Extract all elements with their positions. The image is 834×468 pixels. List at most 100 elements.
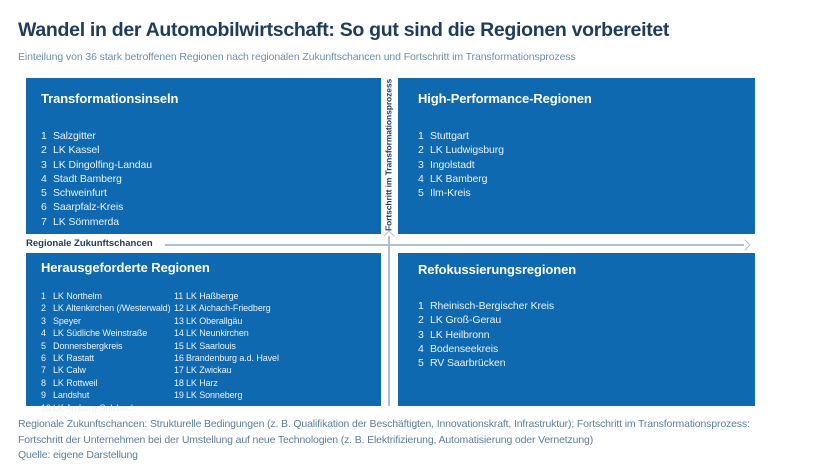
region-number: 3 xyxy=(41,158,47,171)
region-number: 5 xyxy=(41,340,46,351)
region-list-item: 4 Bodenseekreis xyxy=(418,342,755,356)
region-list-item: 5 RV Saarbrücken xyxy=(418,356,755,370)
quadrant-title: Transformationsinseln xyxy=(41,91,179,106)
region-number: 1 xyxy=(418,130,424,142)
region-list: 1 Rheinisch-Bergischer Kreis 2 LK Groß-Gera… xyxy=(418,299,755,370)
region-name: LK Oberallgäu xyxy=(186,315,243,326)
region-name: LK Rastatt xyxy=(53,353,95,364)
region-number: 5 xyxy=(418,357,424,370)
region-name: Stadt Bamberg xyxy=(53,172,122,185)
region-list-item: 6 LK Rastatt xyxy=(41,352,170,364)
region-number: 3 xyxy=(418,328,424,341)
region-name: Schweinfurt xyxy=(53,187,107,200)
region-list-item: 16 Brandenburg a.d. Havel xyxy=(174,352,279,364)
region-number: 13 xyxy=(174,315,184,326)
region-name: LK Rottweil xyxy=(53,377,98,388)
region-list-item: 5 Donnersbergkreis xyxy=(41,340,170,352)
region-list-item: 7 LK Sömmerda xyxy=(41,215,381,229)
region-number: 4 xyxy=(418,172,424,185)
region-list: 1 Stuttgart 2 LK Ludwigsburg 3 Ingolstadt 4 LK … xyxy=(418,129,755,200)
region-number: 6 xyxy=(41,353,46,364)
region-name: LK Zwickau xyxy=(186,365,232,376)
region-name: LK Kassel xyxy=(53,144,100,157)
region-name: Ingolstadt xyxy=(430,158,475,171)
region-list-item: 5 Ilm-Kreis xyxy=(418,186,755,200)
region-number: 3 xyxy=(41,315,46,326)
x-axis-line xyxy=(165,244,744,246)
region-name: Landshut xyxy=(53,390,90,401)
region-name: Saarpfalz-Kreis xyxy=(53,201,124,214)
region-name: LK Calw xyxy=(53,365,86,376)
region-number: 12 xyxy=(174,303,184,314)
region-name: LK Saarlouis xyxy=(186,340,236,351)
region-name: LK Sonneberg xyxy=(186,390,243,401)
region-list-item: 12 LK Aichach-Friedberg xyxy=(174,302,279,314)
region-name: Brandenburg a.d. Havel xyxy=(186,353,279,364)
region-name: LK Neunkirchen xyxy=(186,328,249,339)
region-number: 4 xyxy=(41,328,46,339)
region-number: 5 xyxy=(418,187,424,200)
region-list-item: 4 LK Bamberg xyxy=(418,172,755,186)
region-number: 17 xyxy=(174,365,184,376)
region-number: 18 xyxy=(174,377,184,388)
region-number: 9 xyxy=(41,390,46,401)
source-note: Quelle: eigene Darstellung xyxy=(18,449,138,461)
region-number: 15 xyxy=(174,340,184,351)
region-number: 2 xyxy=(41,144,47,157)
quadrant-herausgeforderte-regionen: Herausgeforderte Regionen 1 LK Northelm 2 L… xyxy=(26,253,381,413)
region-list-item: 1 Rheinisch-Bergischer Kreis xyxy=(418,299,755,313)
region-list-item: 10 LK Amberg-Sulzbach xyxy=(41,402,170,414)
region-number: 8 xyxy=(41,377,46,388)
y-axis-arrow-icon xyxy=(383,230,395,242)
region-list-item: 17 LK Zwickau xyxy=(174,364,279,376)
region-number: 2 xyxy=(418,144,424,157)
region-number: 7 xyxy=(41,365,46,376)
footnote-line2: Fortschritt der Unternehmen bei der Umst… xyxy=(18,433,594,446)
region-list-item: 2 LK Groß-Gerau xyxy=(418,313,755,327)
x-axis-label: Regionale Zukunftschancen xyxy=(26,238,153,249)
region-list-item: 3 LK Heilbronn xyxy=(418,328,755,342)
region-list-item: 1 LK Northelm xyxy=(41,290,170,302)
region-name: LK Haßberge xyxy=(186,291,239,301)
region-name: RV Saarbrücken xyxy=(430,357,506,370)
region-name: LK Ludwigsburg xyxy=(430,144,504,157)
region-list-item: 2 LK Altenkirchen (/Westerwald) xyxy=(41,302,171,314)
region-list-item: 5 Schweinfurt xyxy=(41,186,381,200)
region-list-item: 3 Ingolstadt xyxy=(418,158,755,172)
quadrant-high-performance-regionen: High-Performance-Regionen 1 Stuttgart 2 LK … xyxy=(398,78,755,234)
region-number: 19 xyxy=(174,390,184,401)
region-list-item: 2 LK Ludwigsburg xyxy=(418,143,755,157)
region-number: 5 xyxy=(41,187,47,200)
region-name: LK Dingolfing-Landau xyxy=(53,158,152,171)
region-number: 2 xyxy=(41,303,46,314)
quadrant-title: Refokussierungsregionen xyxy=(418,262,577,277)
footnote-line1: Regionale Zukunftschancen: Strukturelle … xyxy=(18,418,750,430)
region-name: Bodenseekreis xyxy=(430,342,499,355)
region-number: 11 xyxy=(174,291,184,301)
region-list-item: 3 Speyer xyxy=(41,315,170,327)
region-number: 14 xyxy=(174,328,184,339)
region-list-item: 19 LK Sonneberg xyxy=(174,389,279,401)
region-number: 2 xyxy=(418,314,424,327)
region-list-item: 3 LK Dingolfing-Landau xyxy=(41,158,381,172)
region-list-item: 15 LK Saarlouis xyxy=(174,340,279,352)
region-list-item: 2 LK Kassel xyxy=(41,143,381,157)
region-name: LK Südliche Weinstraße xyxy=(53,328,148,339)
region-list-item: 9 Landshut xyxy=(41,389,170,401)
region-list-item: 11 LK Haßberge xyxy=(174,290,279,302)
region-name: LK Heilbronn xyxy=(430,328,490,341)
y-axis-label: Fortschritt im Transformationsprozess xyxy=(383,78,394,232)
quadrant-transformationsinseln: Transformationsinseln 1 Salzgitter 2 LK Kas… xyxy=(26,78,381,234)
region-number: 16 xyxy=(174,353,184,364)
y-axis-line xyxy=(388,236,390,406)
region-number: 3 xyxy=(418,158,424,171)
region-number: 10 xyxy=(41,402,51,413)
region-list-column-1: 1 LK Northelm 2 LK Altenkirchen (/Westerwal… xyxy=(41,290,171,414)
region-list-item: 6 Saarpfalz-Kreis xyxy=(41,200,381,214)
region-name: Stuttgart xyxy=(430,130,469,142)
region-name: LK Altenkirchen (/Westerwald) xyxy=(53,303,171,314)
footnote: Regionale Zukunftschancen: Strukturelle … xyxy=(18,417,750,464)
quadrant-title: Herausgeforderte Regionen xyxy=(41,260,210,275)
region-name: Speyer xyxy=(53,315,81,326)
